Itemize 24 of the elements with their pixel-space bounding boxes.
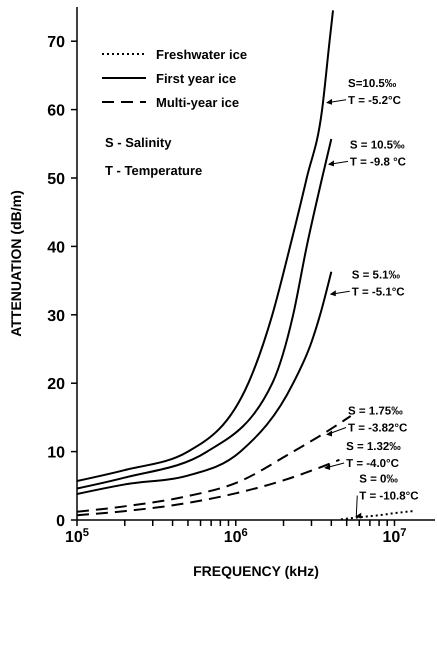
- x-tick-label: 10$^{7}$: [382, 527, 406, 546]
- annotation: S = 0‰ T = -10.8°C: [359, 474, 419, 503]
- y-tick-label: 60: [47, 102, 66, 120]
- annotation: T - Temperature: [105, 163, 202, 180]
- x-tick-label: 10$^{6}$: [224, 527, 248, 546]
- x-tick-label: 10$^{5}$: [64, 527, 90, 546]
- annotation: S = 10.5‰ T = -9.8 °C: [350, 139, 406, 168]
- y-tick-label: 70: [47, 34, 66, 52]
- y-tick-label: 30: [47, 308, 66, 325]
- legend-label: Freshwater ice: [156, 46, 248, 62]
- y-tick-label: 20: [47, 376, 66, 394]
- y-tick-label: 40: [47, 239, 66, 256]
- annotation: S = 1.32‰ T = -4.0°C: [346, 441, 402, 470]
- y-tick-label: 50: [47, 171, 66, 188]
- y-tick-label: 0: [56, 513, 66, 530]
- x-axis-title: FREQUENCY (kHz): [193, 563, 319, 579]
- y-tick-label: 10: [47, 444, 66, 462]
- annotation: S = 5.1‰ T = -5.1°C: [352, 269, 405, 298]
- annotation: S=10.5‰ T = -5.2°C: [348, 78, 401, 107]
- annotation: S = 1.75‰ T = -3.82°C: [348, 406, 408, 434]
- annotation: S - Salinity: [105, 135, 172, 152]
- legend-label: Multi-year ice: [156, 94, 240, 110]
- y-axis-title: ATTENUATION (dB/m): [8, 190, 24, 337]
- legend-label: First year ice: [156, 70, 236, 86]
